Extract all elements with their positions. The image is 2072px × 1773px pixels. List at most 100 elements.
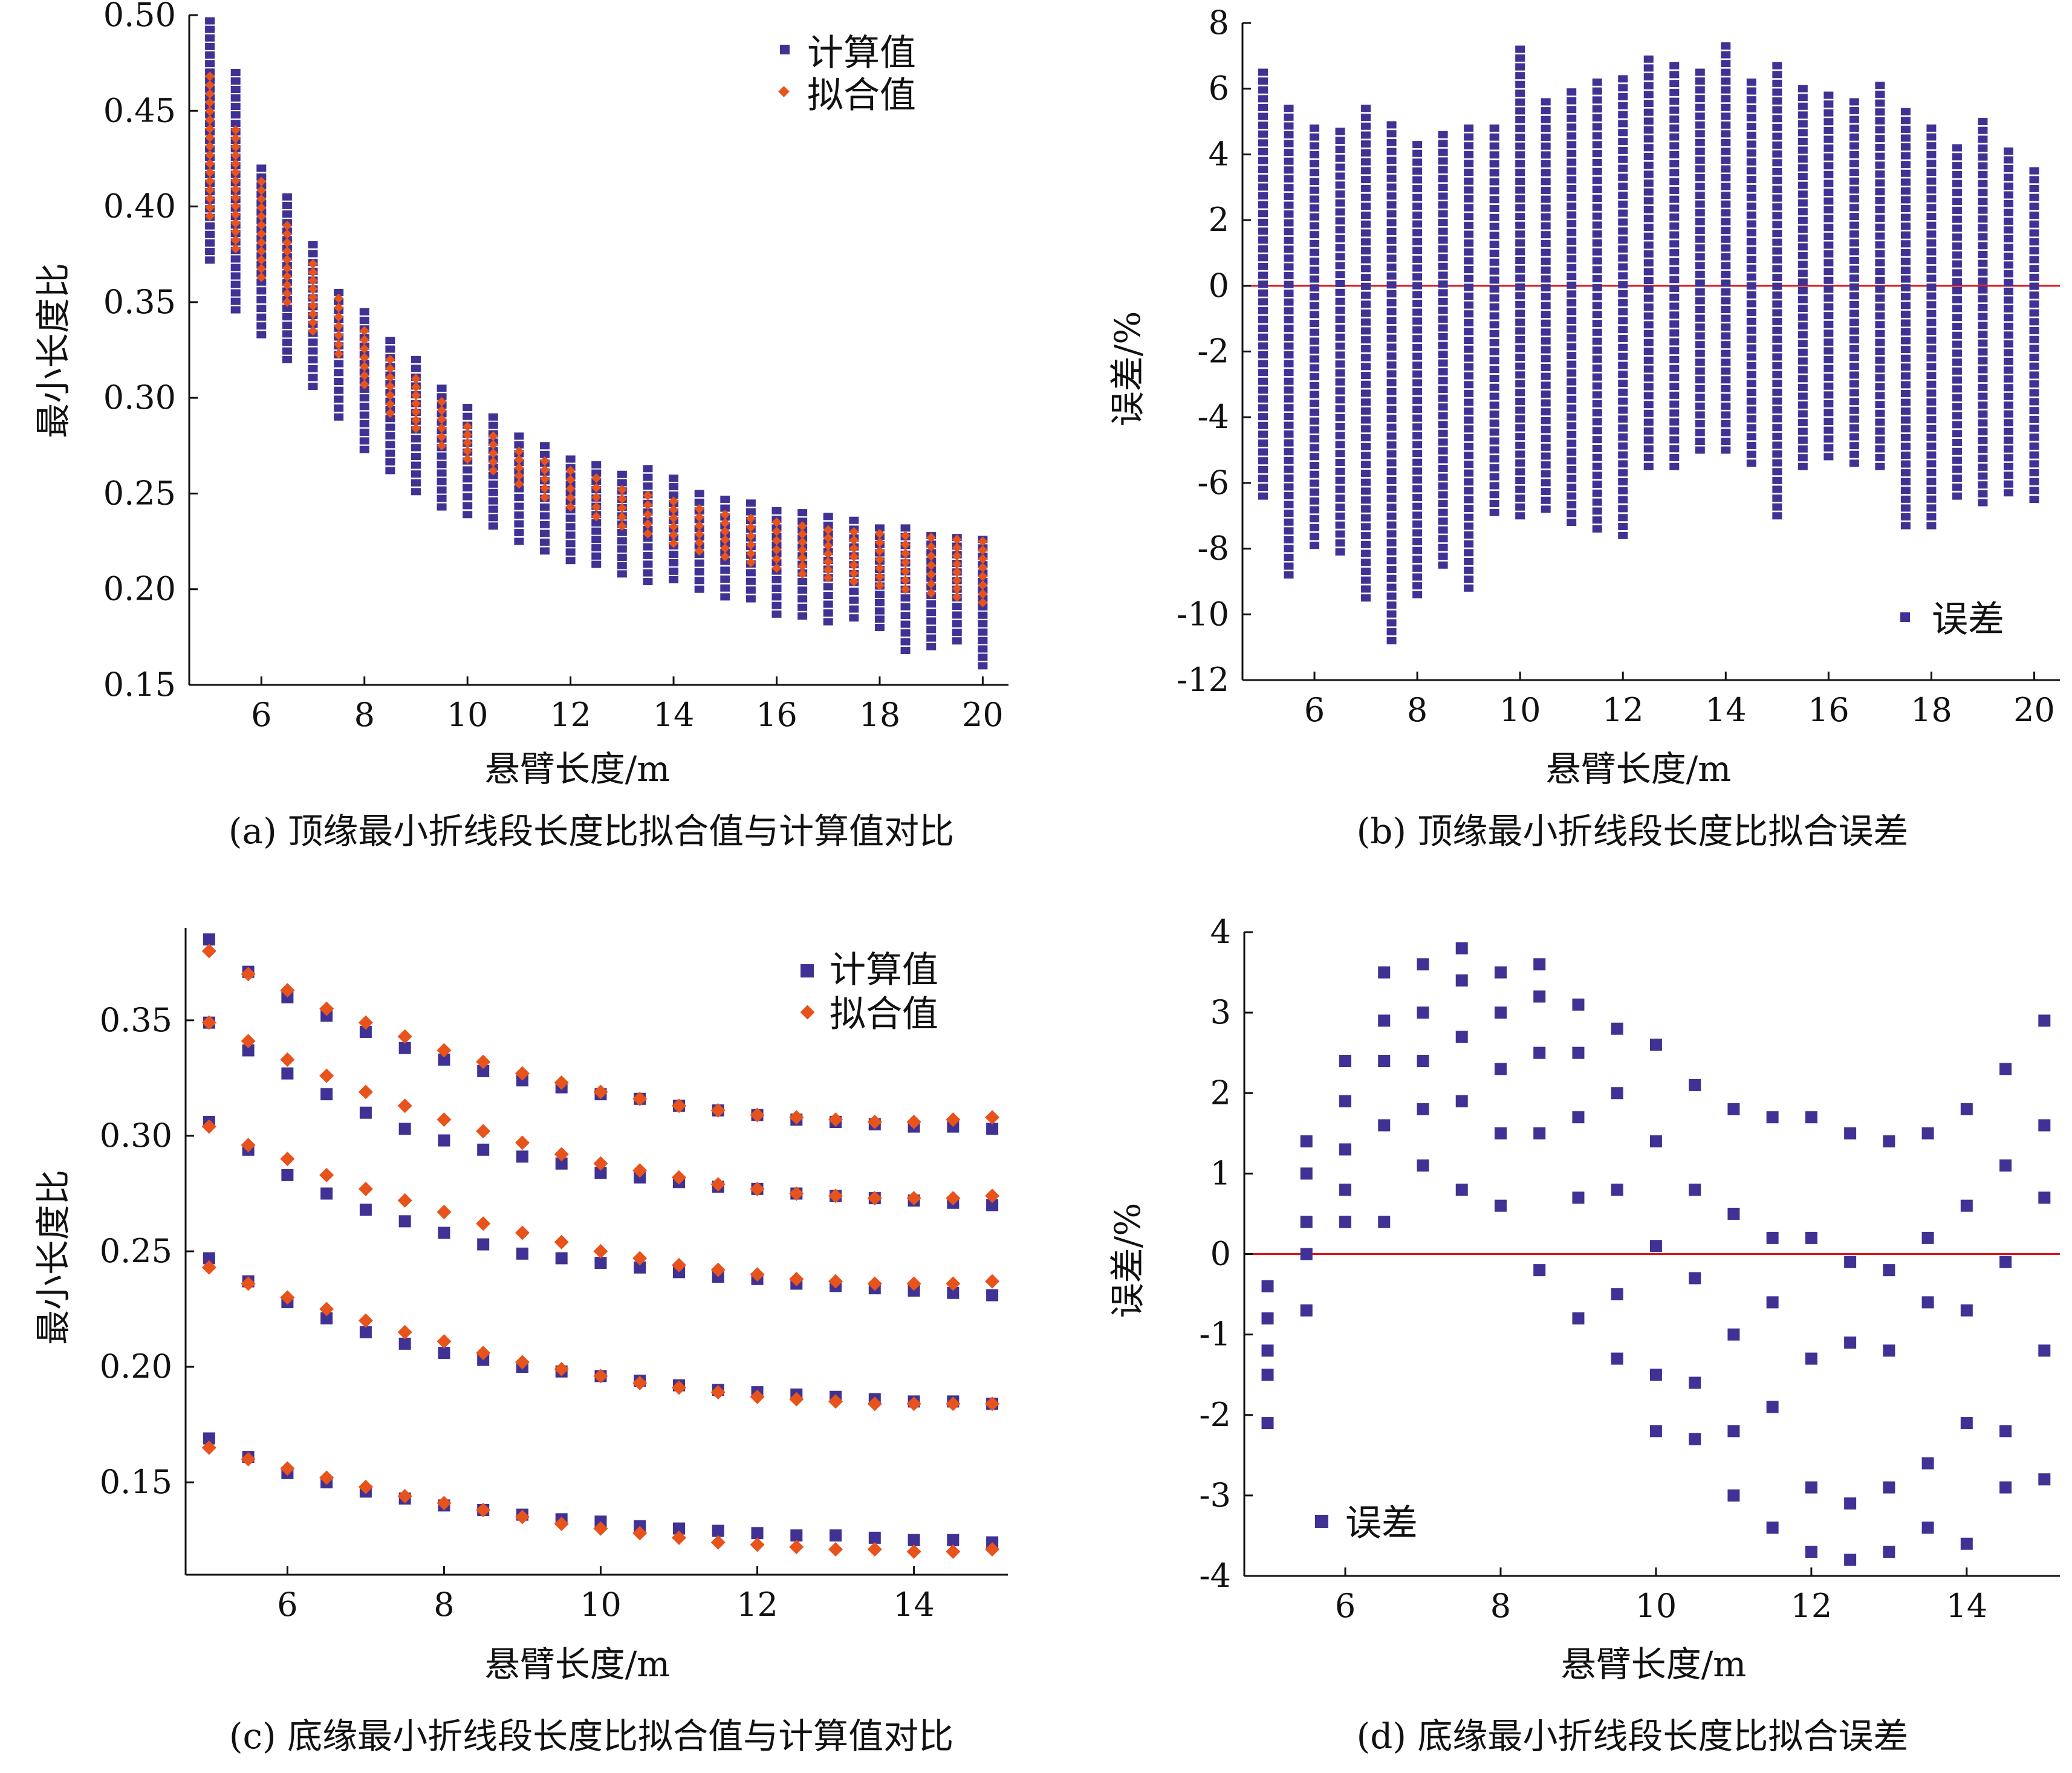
panel-d-y-tick-label: 2: [1210, 1074, 1231, 1112]
panel-a-computed-point: [282, 304, 292, 312]
panel-d-error-point: [2038, 1119, 2051, 1132]
panel-b-error-point: [1952, 180, 1962, 187]
panel-b-error-point: [1284, 545, 1294, 553]
panel-b-error-point: [1849, 389, 1859, 397]
panel-b-error-point: [2003, 235, 2013, 242]
panel-c-fitted-point: [515, 1509, 530, 1525]
panel-a-computed-point: [205, 42, 215, 50]
panel-b-error-point: [1489, 241, 1499, 248]
panel-b-error-point: [1618, 442, 1628, 450]
panel-a-computed-point: [411, 355, 421, 363]
panel-b-error-point: [1567, 308, 1577, 316]
panel-b-error-point: [1284, 166, 1294, 174]
panel-b-error-point: [1361, 354, 1371, 361]
panel-b-error-point: [1721, 279, 1731, 287]
panel-b-error-point: [1978, 357, 1988, 365]
panel-b-error-point: [1515, 380, 1525, 387]
panel-a-fitted-point: [849, 568, 859, 579]
panel-a-fitted-point: [230, 133, 241, 143]
panel-b-error-point: [1464, 328, 1474, 335]
panel-c-fitted-point: [867, 1191, 882, 1206]
panel-b-error-point: [1361, 585, 1371, 593]
panel-b-error-point: [1489, 392, 1499, 400]
panel-d-error-point: [1999, 1425, 2012, 1438]
panel-b-error-point: [1926, 424, 1937, 432]
panel-b-error-point: [1643, 250, 1654, 258]
panel-b-error-point: [1875, 392, 1885, 400]
panel-b-error-point: [1386, 574, 1397, 582]
panel-b-error-point: [1952, 358, 1962, 366]
panel-b-error-point: [1464, 319, 1474, 326]
panel-b-error-point: [1875, 161, 1885, 169]
panel-b-error-point: [1386, 530, 1397, 538]
panel-b-error-point: [1386, 414, 1397, 422]
panel-b-error-point: [1849, 318, 1859, 326]
panel-b-error-point: [1310, 258, 1320, 265]
panel-a-fitted-point: [514, 446, 524, 456]
panel-b-error-point: [1592, 355, 1602, 363]
panel-b-error-point: [1464, 284, 1474, 291]
panel-b-error-point: [2003, 314, 2013, 322]
panel-b-error-point: [1412, 211, 1423, 219]
panel-b-error-point: [1695, 68, 1705, 76]
panel-a-computed-point: [230, 120, 241, 128]
panel-b-error-point: [1824, 409, 1834, 417]
panel-b-error-point: [1849, 195, 1859, 203]
panel-b-error-point: [1515, 186, 1525, 194]
panel-a-fitted-point: [205, 97, 215, 108]
panel-a-plot-area: [205, 17, 988, 670]
panel-b-error-point: [1643, 418, 1654, 426]
panel-a-computed-point: [205, 34, 215, 42]
panel-b-error-point: [1695, 244, 1705, 252]
panel-a-y-tick-label: 0.40: [103, 187, 176, 225]
panel-b-error-point: [1900, 487, 1911, 494]
panel-b-error-point: [1618, 523, 1628, 531]
panel-b-error-point: [1618, 433, 1628, 441]
panel-d-error-point: [1727, 1207, 1740, 1220]
panel-b-error-point: [1669, 338, 1680, 346]
panel-b-error-point: [1592, 507, 1602, 515]
panel-b-error-point: [1746, 388, 1756, 396]
panel-a-computed-point: [643, 551, 653, 559]
panel-a-computed-point: [437, 478, 447, 485]
panel-b-error-point: [1592, 319, 1602, 327]
panel-b-error-point: [1592, 114, 1602, 122]
panel-c-computed-point: [320, 1088, 333, 1101]
panel-b-error-point: [2003, 366, 2013, 374]
panel-a-fitted-point: [978, 580, 988, 590]
panel-b-error-point: [1464, 186, 1474, 194]
panel-b-error-point: [1335, 288, 1345, 296]
panel-b-error-point: [2029, 380, 2039, 388]
panel-c-y-tick-label: 0.20: [100, 1347, 172, 1386]
panel-b-error-point: [1412, 238, 1423, 245]
panel-d-y-tick-label: 0: [1210, 1235, 1231, 1273]
panel-b-error-point: [1669, 418, 1680, 426]
panel-b-error-point: [1386, 387, 1397, 395]
panel-c-fitted-point: [554, 1075, 569, 1091]
panel-b-error-point: [1258, 262, 1268, 270]
panel-c-computed-point: [477, 1238, 490, 1251]
panel-b-error-point: [1643, 100, 1654, 108]
panel-a-fitted-point: [617, 485, 627, 495]
panel-b-error-point: [1335, 324, 1345, 332]
panel-b-error-point: [1669, 97, 1680, 105]
panel-c-fitted-point: [515, 1135, 530, 1150]
panel-b-error-point: [1386, 147, 1397, 155]
panel-b-error-point: [1541, 195, 1551, 203]
panel-a-computed-point: [591, 461, 602, 468]
panel-b-error-point: [1824, 347, 1834, 355]
panel-a-legend-fitted-marker: [778, 86, 790, 97]
panel-b-error-point: [1335, 163, 1345, 171]
panel-b-error-point: [1541, 390, 1551, 398]
panel-b-error-point: [1258, 404, 1268, 412]
panel-d-error-point: [2038, 1344, 2051, 1357]
panel-a-computed-point: [437, 452, 447, 460]
panel-b-error-point: [1386, 494, 1397, 502]
panel-b-error-point: [1438, 227, 1448, 235]
panel-c-fitted-point: [985, 1274, 1000, 1289]
panel-b-error-point: [1721, 341, 1731, 349]
panel-b-error-point: [1258, 166, 1268, 173]
panel-a-fitted-point: [900, 566, 911, 577]
panel-b-error-point: [1412, 485, 1423, 493]
panel-b-error-point: [1335, 548, 1345, 556]
